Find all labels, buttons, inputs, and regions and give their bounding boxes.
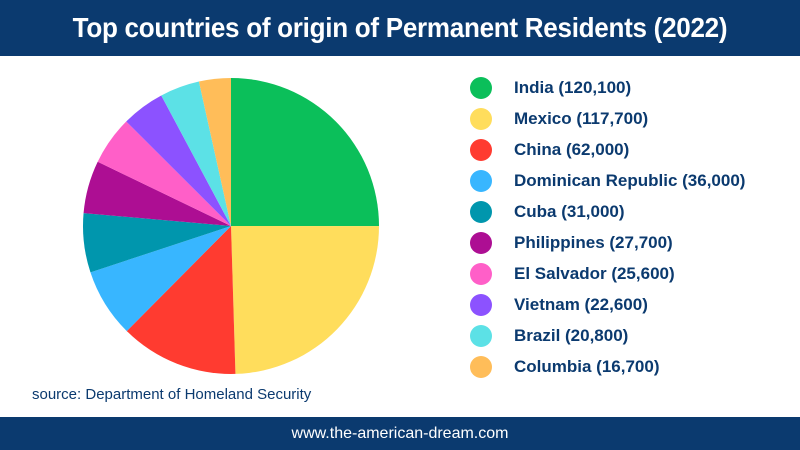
- legend-swatch: [470, 355, 492, 378]
- pie-chart: [83, 78, 380, 374]
- pie-slice-3: [90, 226, 231, 332]
- legend-item: El Salvador (25,600): [470, 258, 790, 289]
- footer-banner: www.the-american-dream.com: [0, 417, 800, 450]
- legend-label: Columbia (16,700): [514, 356, 660, 376]
- legend-label: Brazil (20,800): [514, 325, 629, 345]
- legend-item: Mexico (117,700): [470, 103, 790, 134]
- pie-slice-5: [83, 161, 231, 226]
- pie-slice-4: [83, 213, 231, 273]
- footer-url[interactable]: www.the-american-dream.com: [291, 424, 509, 442]
- legend-label: Dominican Republic (36,000): [514, 170, 746, 190]
- legend-item: Columbia (16,700): [470, 351, 790, 382]
- legend-label: Mexico (117,700): [514, 108, 649, 128]
- pie-slice-0: [231, 78, 380, 227]
- legend-swatch: [470, 293, 492, 316]
- legend-item: Brazil (20,800): [470, 320, 790, 351]
- legend-swatch: [470, 324, 492, 347]
- pie-slice-9: [198, 78, 231, 226]
- legend-item: China (62,000): [470, 134, 790, 165]
- legend-label: Philippines (27,700): [514, 232, 673, 252]
- legend: India (120,100) Mexico (117,700) China (62…: [470, 72, 790, 382]
- title-banner: Top countries of origin of Permanent Res…: [0, 0, 800, 56]
- legend-item: India (120,100): [470, 72, 790, 103]
- legend-item: Vietnam (22,600): [470, 289, 790, 320]
- pie-slice-1: [231, 226, 379, 374]
- pie-slice-7: [126, 95, 231, 227]
- pie-slice-2: [126, 226, 236, 374]
- legend-label: Vietnam (22,600): [514, 294, 648, 314]
- source-note: source: Department of Homeland Security: [32, 386, 312, 403]
- legend-swatch: [470, 107, 492, 130]
- legend-swatch: [470, 138, 492, 161]
- legend-item: Cuba (31,000): [470, 196, 790, 227]
- pie-slice-8: [161, 81, 231, 227]
- legend-swatch: [470, 169, 492, 192]
- chart-title: Top countries of origin of Permanent Res…: [72, 12, 728, 43]
- legend-label: China (62,000): [514, 139, 630, 159]
- legend-label: India (120,100): [514, 77, 632, 97]
- legend-swatch: [470, 231, 492, 254]
- legend-swatch: [470, 200, 492, 223]
- legend-swatch: [470, 262, 492, 285]
- legend-item: Dominican Republic (36,000): [470, 165, 790, 196]
- legend-label: El Salvador (25,600): [514, 263, 675, 283]
- legend-swatch: [470, 76, 492, 99]
- legend-label: Cuba (31,000): [514, 201, 625, 221]
- pie-slice-6: [97, 121, 231, 226]
- legend-item: Philippines (27,700): [470, 227, 790, 258]
